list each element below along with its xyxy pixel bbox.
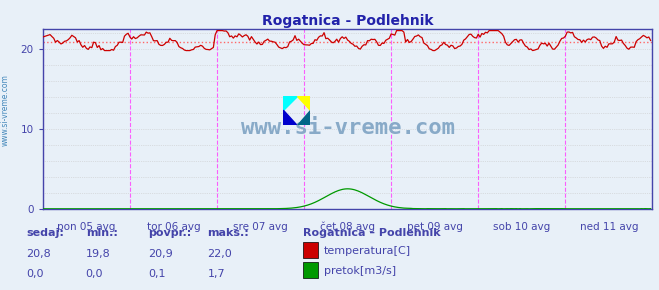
Text: sedaj:: sedaj: bbox=[26, 228, 64, 238]
Text: sob 10 avg: sob 10 avg bbox=[493, 222, 550, 232]
Text: sre 07 avg: sre 07 avg bbox=[233, 222, 288, 232]
Text: 20,8: 20,8 bbox=[26, 249, 51, 259]
Text: 1,7: 1,7 bbox=[208, 269, 225, 279]
Text: 0,0: 0,0 bbox=[86, 269, 103, 279]
Text: min.:: min.: bbox=[86, 228, 117, 238]
Text: povpr.:: povpr.: bbox=[148, 228, 192, 238]
Text: ned 11 avg: ned 11 avg bbox=[580, 222, 638, 232]
Text: 19,8: 19,8 bbox=[86, 249, 111, 259]
Polygon shape bbox=[297, 96, 310, 110]
Text: 0,0: 0,0 bbox=[26, 269, 44, 279]
Text: www.si-vreme.com: www.si-vreme.com bbox=[1, 74, 10, 146]
Text: čet 08 avg: čet 08 avg bbox=[320, 222, 375, 232]
Text: 20,9: 20,9 bbox=[148, 249, 173, 259]
Text: pretok[m3/s]: pretok[m3/s] bbox=[324, 266, 396, 276]
Polygon shape bbox=[283, 96, 297, 110]
Polygon shape bbox=[297, 110, 310, 125]
Text: 0,1: 0,1 bbox=[148, 269, 166, 279]
Polygon shape bbox=[283, 110, 297, 125]
Text: temperatura[C]: temperatura[C] bbox=[324, 246, 411, 256]
Title: Rogatnica - Podlehnik: Rogatnica - Podlehnik bbox=[262, 14, 434, 28]
Text: pon 05 avg: pon 05 avg bbox=[57, 222, 115, 232]
Text: maks.:: maks.: bbox=[208, 228, 249, 238]
Text: tor 06 avg: tor 06 avg bbox=[147, 222, 200, 232]
Text: pet 09 avg: pet 09 avg bbox=[407, 222, 463, 232]
Text: Rogatnica – Podlehnik: Rogatnica – Podlehnik bbox=[303, 228, 441, 238]
Text: www.si-vreme.com: www.si-vreme.com bbox=[241, 118, 455, 138]
Text: 22,0: 22,0 bbox=[208, 249, 233, 259]
